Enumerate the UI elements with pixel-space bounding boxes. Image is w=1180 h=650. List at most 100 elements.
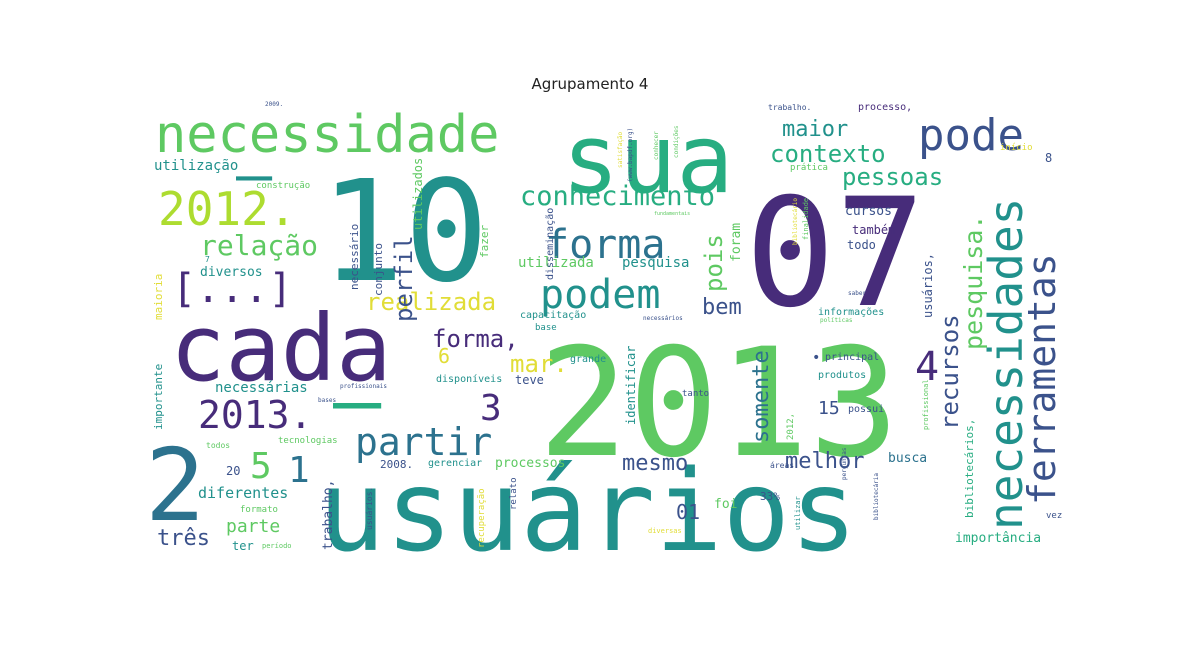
word-produtos-73: produtos <box>818 370 866 381</box>
word-relacao-20: relação <box>200 229 318 262</box>
word-forma-14: forma <box>545 222 665 268</box>
word-diversas-106: diversas <box>648 527 682 535</box>
word-8-118: 8 <box>1045 151 1052 165</box>
word-pode-12: pode <box>918 110 1024 161</box>
word-disponiveis-77: disponíveis <box>436 373 502 385</box>
word-maior-26: maior <box>782 117 848 142</box>
word-necessario-59: necessário <box>348 224 361 290</box>
word-satisfacao-112: satisfação <box>617 131 624 168</box>
word-01-41: 01 <box>676 500 700 524</box>
word-tambem-49: também <box>852 223 895 237</box>
word-bibliotecaria-111: bibliotecária <box>873 473 880 520</box>
word-perguntas-110: perguntas <box>841 447 848 480</box>
word-2012-13: 2012. <box>158 182 296 236</box>
word-somente-37: somente <box>749 350 774 443</box>
word-realizada-21: realizada <box>366 288 496 316</box>
word-utilizados-61: utilizados <box>411 158 425 230</box>
word-areas-93: áreas <box>770 461 794 470</box>
word-conhecer-108: conhecer <box>653 131 660 160</box>
word-ferramentas-11: ferramentas <box>1020 253 1064 505</box>
word-10-2: 10 <box>320 151 489 314</box>
word-partir-16: partir <box>355 420 492 464</box>
word-importancia-56: importância <box>955 531 1041 546</box>
word-foram-51: foram <box>729 223 744 262</box>
word-teve-64: teve <box>515 373 544 387</box>
word-grande-76: grande <box>570 354 606 365</box>
word-pratica-85: prática <box>790 163 828 173</box>
word-trabalho-62: trabalho, <box>321 480 336 550</box>
word-symbol-18: [...] <box>172 266 292 312</box>
word-capacitacao-78: capacitação <box>520 310 586 321</box>
figure-title: Agrupamento 4 <box>531 75 649 93</box>
word-podem-15: podem <box>540 272 660 318</box>
word-2013-0: 2013 <box>538 317 899 491</box>
word-conjunto-60: conjunto <box>372 243 385 296</box>
word-profissionais-99: profissionais <box>340 383 387 390</box>
word-relato-91: relato <box>509 477 519 510</box>
word-construcao-83: construção <box>256 181 310 191</box>
word-tecnologias-89: tecnologias <box>278 436 338 446</box>
word-necessidade-9: necessidade <box>155 105 499 165</box>
word-utilizacao-47: utilização <box>154 158 238 174</box>
word-bibliotecarios-58: bibliotecários, <box>963 419 976 518</box>
word-cursos-48: cursos <box>845 204 892 219</box>
word-3-33: 3 <box>480 388 502 429</box>
word-usuarios-57: usuários, <box>921 253 935 318</box>
word-2013-17: 2013. <box>198 393 312 437</box>
word-7-117: 7 <box>205 255 210 264</box>
word-bases-98: bases <box>318 397 336 404</box>
word-pesquisa-54: pesquisa <box>622 255 689 271</box>
word-utilizar-103: utilizar <box>794 496 802 530</box>
word-www-bapdf-org-115: (www.bapdf.org) <box>627 128 634 182</box>
word-politicas-105: políticas <box>820 317 853 324</box>
word-tres-42: três <box>157 526 210 551</box>
word-pois-28: pois <box>700 234 728 292</box>
word-saber-101: saber <box>848 290 866 297</box>
word-sua-4: sua <box>562 105 734 215</box>
word-forma-30: forma, <box>432 325 519 353</box>
word-symbol-7: – <box>236 140 273 210</box>
word-processo-87: processo, <box>858 102 912 113</box>
word-profissional-109: profissional <box>922 379 930 430</box>
word-gerenciar-68: gerenciar <box>428 458 482 469</box>
word-4-34: 4 <box>915 344 939 390</box>
word-vez-92: vez <box>1046 511 1062 521</box>
word-necessidades-10: necessidades <box>979 198 1033 530</box>
word-necessarias-45: necessárias <box>215 380 308 396</box>
word-2008-67: 2008. <box>380 458 413 471</box>
word-formato-90: formato <box>240 505 278 515</box>
word-inicio-86: início <box>1000 143 1033 153</box>
word-base-79: base <box>535 323 557 333</box>
word-perfil-27: perfil <box>390 235 418 322</box>
word-symbol-119: • <box>812 350 820 366</box>
word-cada-5: cada <box>170 295 392 402</box>
word-1-36: 1 <box>288 450 310 491</box>
word-diversos-46: diversos <box>200 265 263 280</box>
word-busca-55: busca <box>888 451 927 466</box>
word-condicoes-113: condições <box>673 125 680 158</box>
word-2-6: 2 <box>145 427 205 544</box>
word-usuarios-107: usuários. <box>365 487 374 530</box>
word-6-32: 6 <box>438 344 450 368</box>
word-mar-31: mar. <box>510 350 568 378</box>
word-33-70: 33% <box>760 490 780 503</box>
word-conhecimento-19: conhecimento <box>520 181 715 212</box>
word-symbol-8: – <box>333 354 382 447</box>
word-identificar-75: identificar <box>624 346 638 425</box>
word-finalidade-104: finalidade <box>802 198 810 240</box>
word-trabalho-88: trabalho. <box>768 103 811 112</box>
word-necessarios-100: necessários <box>643 315 683 322</box>
word-20-69: 20 <box>226 464 240 478</box>
word-mesmo-38: mesmo <box>622 451 688 476</box>
word-pesquisa-22: pesquisa. <box>959 215 988 350</box>
word-2012-96: 2012, <box>786 413 796 440</box>
word-pessoas-25: pessoas <box>842 163 943 191</box>
word-importante-82: importante <box>152 364 165 430</box>
word-bibliotecario-114: bibliotecário <box>792 198 799 245</box>
word-maioria-81: maioria <box>152 274 165 320</box>
word-ter-66: ter <box>232 539 254 553</box>
word-diferentes-44: diferentes <box>198 484 288 502</box>
word-recursos-23: recursos <box>936 314 964 430</box>
word-07-3: 07 <box>745 167 926 341</box>
